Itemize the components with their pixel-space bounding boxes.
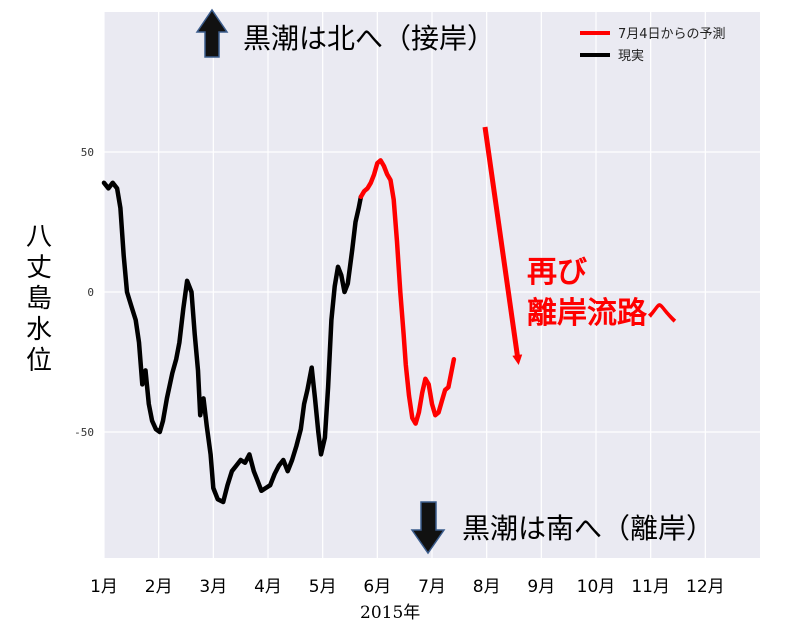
x-tick-label: 4月 [254, 577, 282, 597]
annotation-again-line2: 離岸流路へ [527, 296, 677, 331]
x-tick-label: 1月 [90, 577, 118, 597]
y-axis-label: 八丈島水位 [25, 222, 52, 376]
x-tick-label: 10月 [577, 577, 616, 597]
x-tick-label: 3月 [199, 577, 227, 597]
x-tick-label: 9月 [527, 577, 555, 597]
y-tick-labels: 50 0 -50 [74, 146, 94, 439]
legend: 7月4日からの予測 現実 [580, 27, 726, 64]
x-tick-label: 2月 [145, 577, 173, 597]
series-line-actual [101, 180, 364, 505]
x-tick-label: 5月 [309, 577, 337, 597]
x-tick-label: 7月 [418, 577, 446, 597]
annotation-north: 黒潮は北へ（接岸） [243, 22, 495, 55]
x-axis-label: 2015年 [360, 603, 421, 623]
x-tick-label: 8月 [473, 577, 501, 597]
north-arrow-icon [195, 8, 229, 58]
legend-label-forecast: 7月4日からの予測 [618, 27, 726, 42]
series-line-forecast [358, 158, 457, 426]
x-tick-label: 12月 [686, 577, 725, 597]
x-tick-label: 6月 [363, 577, 391, 597]
annotation-again-line1: 再び [527, 255, 587, 290]
legend-label-actual: 現実 [618, 48, 644, 64]
grid-lines [103, 12, 760, 558]
annotation-south: 黒潮は南へ（離岸） [462, 512, 714, 545]
y-tick-label: 50 [81, 146, 94, 159]
x-tick-labels: 1月 2月 3月 4月 5月 6月 7月 8月 9月 10月 11月 12月 [90, 577, 725, 597]
y-tick-label: -50 [74, 426, 94, 439]
south-arrow-icon [410, 501, 446, 555]
x-tick-label: 11月 [631, 577, 670, 597]
again-arrow-icon [482, 126, 523, 365]
y-tick-label: 0 [87, 286, 94, 299]
series-lines [101, 158, 457, 505]
